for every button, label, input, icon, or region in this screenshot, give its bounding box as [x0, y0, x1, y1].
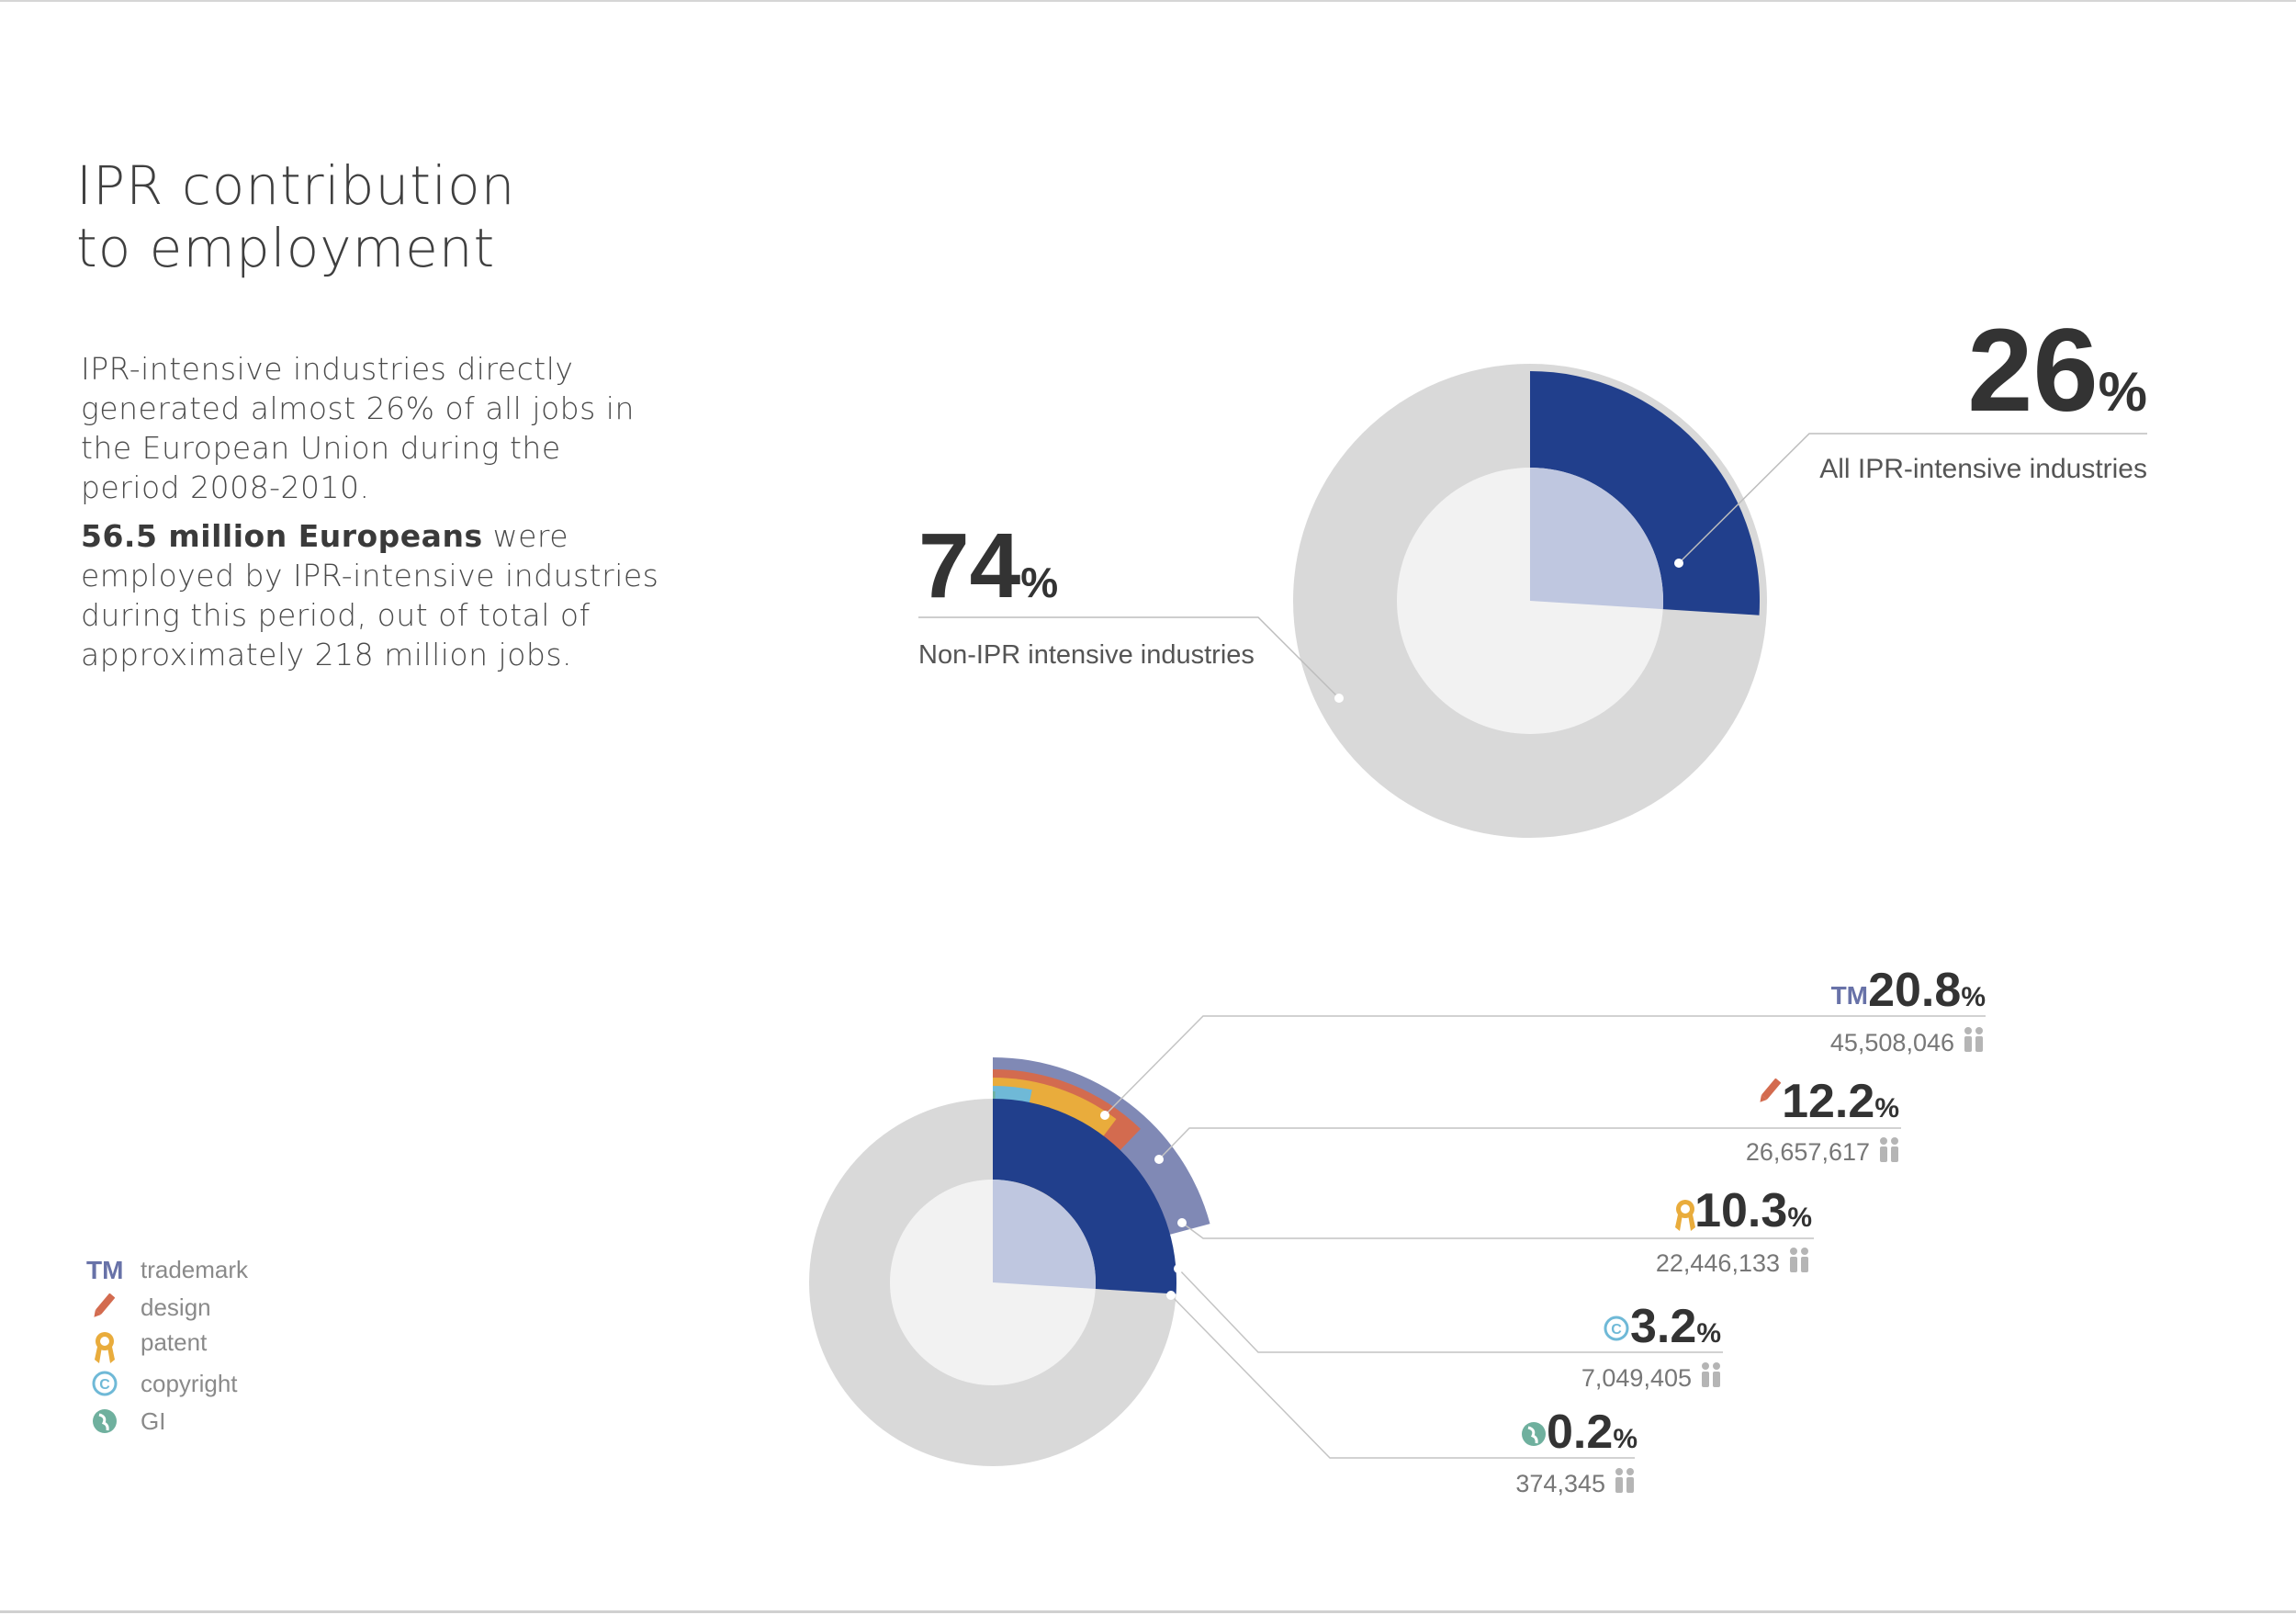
- patent-leader-dot: [1177, 1218, 1187, 1227]
- gi-leader-dot: [1166, 1291, 1176, 1300]
- ipr-leader-line: [1678, 433, 2147, 564]
- non-ipr-leader-line: [918, 616, 1340, 699]
- ribbon-icon: [1675, 1200, 1695, 1231]
- legend-label-design: design: [141, 1293, 211, 1321]
- people-icon: [1615, 1468, 1634, 1493]
- legend-label-gi: GI: [141, 1407, 165, 1435]
- trademark-jobs: 45,508,046: [1830, 1029, 1954, 1056]
- svg-text:C: C: [1611, 1322, 1622, 1338]
- ipr-label: All IPR-intensive industries: [1819, 454, 2147, 484]
- copyright-icon: C: [92, 1371, 118, 1396]
- legend: TM trademark design patent C copy: [86, 1256, 249, 1435]
- design-leader-dot: [1154, 1155, 1164, 1164]
- ipr-value: 26%: [1967, 305, 2147, 436]
- legend-label-trademark: trademark: [141, 1256, 249, 1283]
- trademark-leader-dot: [1100, 1111, 1109, 1120]
- ipr-slice: [993, 1099, 1176, 1294]
- pencil-icon: [94, 1293, 116, 1317]
- copyright-leader-line: [1177, 1268, 1723, 1353]
- people-icon: [1702, 1362, 1720, 1387]
- pencil-icon: [1760, 1078, 1782, 1102]
- legend-item-copyright: C copyright: [92, 1370, 238, 1397]
- copyright-callout: C 3.2% 7,049,405: [1174, 1264, 1723, 1392]
- copyright-icon: C: [1604, 1316, 1629, 1341]
- trademark-icon: TM: [1831, 981, 1868, 1010]
- intro-text: IPR-intensive industries directly genera…: [81, 349, 669, 683]
- gi-jobs: 374,345: [1515, 1470, 1605, 1497]
- bottom-rule: [0, 1610, 2296, 1613]
- legend-label-copyright: copyright: [141, 1370, 238, 1397]
- non-ipr-callout: 74% Non-IPR intensive industries: [918, 514, 1344, 703]
- page-title: IPR contribution to employment: [76, 154, 515, 279]
- gi-callout: 0.2% 374,345: [1166, 1291, 1638, 1497]
- ipr-inner-slice: [993, 1179, 1096, 1290]
- patent-value: 10.3%: [1694, 1184, 1812, 1237]
- design-value: 12.2%: [1782, 1075, 1899, 1128]
- ipr-leader-dot: [1674, 559, 1683, 568]
- title-line-1: IPR contribution: [76, 154, 516, 217]
- legend-item-gi: GI: [93, 1407, 165, 1435]
- legend-item-design: design: [94, 1293, 211, 1321]
- copyright-value: 3.2%: [1630, 1300, 1721, 1353]
- intro-paragraph-1: IPR-intensive industries directly genera…: [81, 351, 635, 505]
- people-icon: [1790, 1248, 1808, 1272]
- copyright-leader-dot: [1174, 1264, 1183, 1273]
- legend-item-trademark: TM trademark: [86, 1256, 249, 1284]
- top-rule: [0, 0, 2296, 2]
- trademark-callout: TM 20.8% 45,508,046: [1100, 964, 1986, 1120]
- ipr-inner-slice: [1530, 468, 1663, 610]
- globe-icon: [93, 1409, 117, 1433]
- ipr-slice: [1530, 371, 1760, 616]
- legend-label-patent: patent: [141, 1328, 208, 1356]
- people-icon: [1880, 1137, 1898, 1162]
- design-callout: 12.2% 26,657,617: [1154, 1075, 1901, 1166]
- design-jobs: 26,657,617: [1746, 1138, 1870, 1166]
- patent-callout: 10.3% 22,446,133: [1177, 1184, 1814, 1277]
- legend-item-patent: patent: [95, 1328, 208, 1363]
- trademark-value: 20.8%: [1868, 964, 1986, 1017]
- gi-value: 0.2%: [1547, 1406, 1638, 1459]
- ribbon-icon: [95, 1332, 115, 1363]
- trademark-icon: TM: [86, 1256, 123, 1284]
- gi-leader-line: [1170, 1294, 1635, 1459]
- ipr-callout: 26% All IPR-intensive industries: [1674, 305, 2147, 568]
- people-icon: [1964, 1027, 1983, 1052]
- non-ipr-value: 74%: [918, 514, 1058, 617]
- intro-paragraph-2: 56.5 million Europeans were employed by …: [81, 516, 669, 674]
- non-ipr-label: Non-IPR intensive industries: [918, 640, 1255, 670]
- intro-highlight: 56.5 million Europeans: [81, 518, 483, 554]
- intro-paragraph-2-rest: were employed by IPR-intensive industrie…: [81, 518, 659, 672]
- ipr-type-donut: [809, 1057, 1210, 1466]
- svg-text:C: C: [99, 1377, 110, 1393]
- patent-leader-line: [1181, 1222, 1814, 1239]
- non-ipr-leader-dot: [1334, 694, 1344, 703]
- design-leader-line: [1158, 1127, 1901, 1160]
- trademark-leader-line: [1104, 1015, 1986, 1116]
- copyright-jobs: 7,049,405: [1581, 1364, 1692, 1392]
- patent-jobs: 22,446,133: [1656, 1249, 1780, 1277]
- title-line-2: to employment: [76, 217, 496, 279]
- ipr-share-donut: [1293, 364, 1767, 838]
- globe-icon: [1522, 1422, 1546, 1446]
